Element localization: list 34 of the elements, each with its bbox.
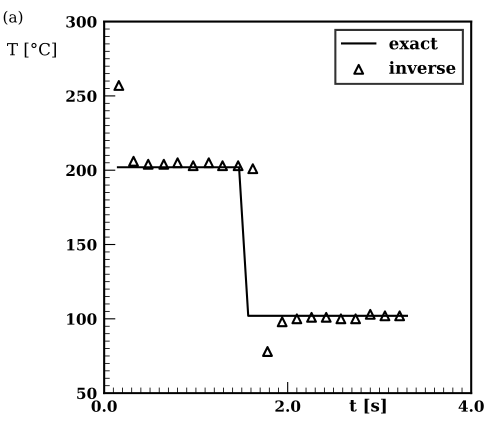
- legend-label: inverse: [389, 61, 456, 74]
- point: [188, 160, 199, 172]
- y-tick-label: 50: [77, 388, 96, 400]
- point: [335, 313, 346, 324]
- x-tick-label: 0.0: [92, 400, 117, 412]
- point: [276, 316, 288, 328]
- x-tick-label: 2.0: [275, 400, 300, 412]
- point: [232, 160, 244, 172]
- y-axis-title: T [°C]: [7, 42, 56, 58]
- x-axis-title: t [s]: [350, 398, 386, 414]
- text: (a): [4, 10, 22, 25]
- y-tick-label: 250: [66, 90, 96, 102]
- point: [291, 313, 302, 324]
- point: [113, 80, 124, 91]
- y-tick-label: 150: [67, 238, 96, 251]
- point: [262, 346, 273, 357]
- x-tick-label: 4.0: [458, 400, 484, 412]
- point: [172, 157, 184, 168]
- point: [217, 160, 228, 172]
- legend-label: exact: [389, 38, 438, 50]
- point: [306, 312, 317, 323]
- y-tick-label: 300: [66, 16, 96, 28]
- point: [142, 158, 154, 170]
- point: [247, 163, 258, 174]
- point: [364, 308, 376, 320]
- point: [350, 313, 362, 324]
- point: [203, 157, 214, 168]
- point: [158, 158, 170, 170]
- y-tick-label: 100: [67, 313, 96, 325]
- point: [380, 310, 390, 322]
- point: [128, 156, 139, 167]
- point: [394, 310, 406, 322]
- y-tick-label: 200: [66, 164, 96, 176]
- point: [320, 312, 332, 323]
